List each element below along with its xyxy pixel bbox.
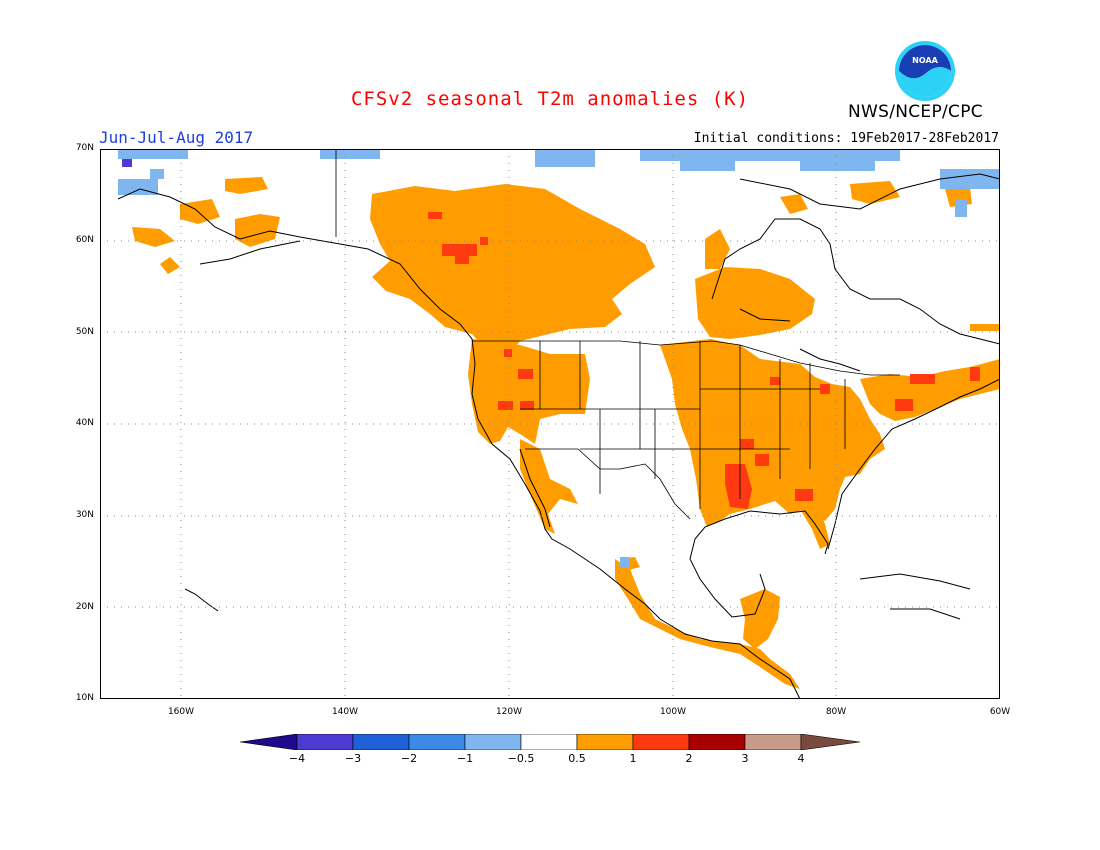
initial-conditions: Initial conditions: 19Feb2017-28Feb2017 — [693, 131, 999, 146]
colorbar-swatch — [576, 734, 634, 750]
colorbar-swatch — [464, 734, 522, 750]
colorbar-label: −4 — [288, 752, 306, 765]
lat-label-40n: 40N — [75, 418, 94, 428]
colorbar — [240, 734, 861, 750]
colorbar-label: 0.5 — [568, 752, 586, 765]
colorbar-swatch — [632, 734, 690, 750]
anomaly-map — [100, 149, 1000, 699]
colorbar-label: 4 — [797, 752, 805, 765]
colorbar-label: 2 — [685, 752, 693, 765]
lat-label-70n: 70N — [75, 143, 94, 153]
lat-label-30n: 30N — [75, 510, 94, 520]
lon-label-80w: 80W — [825, 707, 847, 717]
graticule — [100, 149, 1000, 699]
lon-label-140w: 140W — [331, 707, 359, 717]
lat-label-60n: 60N — [75, 235, 94, 245]
colorbar-label: −0.5 — [507, 752, 535, 765]
colorbar-label: 1 — [629, 752, 637, 765]
borders — [335, 149, 900, 520]
agency-label: NWS/NCEP/CPC — [848, 102, 983, 122]
colorbar-swatch — [352, 734, 410, 750]
colorbar-label: 3 — [741, 752, 749, 765]
colorbar-swatch — [296, 734, 354, 750]
colorbar-label: −3 — [344, 752, 362, 765]
lon-label-60w: 60W — [989, 707, 1011, 717]
lat-label-50n: 50N — [75, 327, 94, 337]
chart-title: CFSv2 seasonal T2m anomalies (K) — [350, 88, 750, 110]
colorbar-swatch-above-4 — [800, 734, 861, 750]
anomaly-strong-regions — [428, 212, 980, 509]
colorbar-swatch-below-4 — [240, 734, 298, 750]
lon-label-160w: 160W — [167, 707, 195, 717]
colorbar-label: −2 — [400, 752, 418, 765]
colorbar-swatch — [408, 734, 466, 750]
season-label: Jun-Jul-Aug 2017 — [99, 128, 254, 147]
coastlines — [117, 173, 1000, 699]
lat-label-20n: 20N — [75, 602, 94, 612]
svg-text:NOAA: NOAA — [912, 56, 938, 65]
colorbar-label: −1 — [456, 752, 474, 765]
noaa-logo-icon: NOAA — [895, 41, 955, 101]
lon-label-120w: 120W — [495, 707, 523, 717]
lat-label-10n: 10N — [75, 693, 94, 703]
colorbar-swatch — [744, 734, 802, 750]
anomaly-negative-regions — [118, 149, 1000, 567]
colorbar-swatch — [520, 734, 578, 750]
lon-label-100w: 100W — [659, 707, 687, 717]
colorbar-swatch — [688, 734, 746, 750]
